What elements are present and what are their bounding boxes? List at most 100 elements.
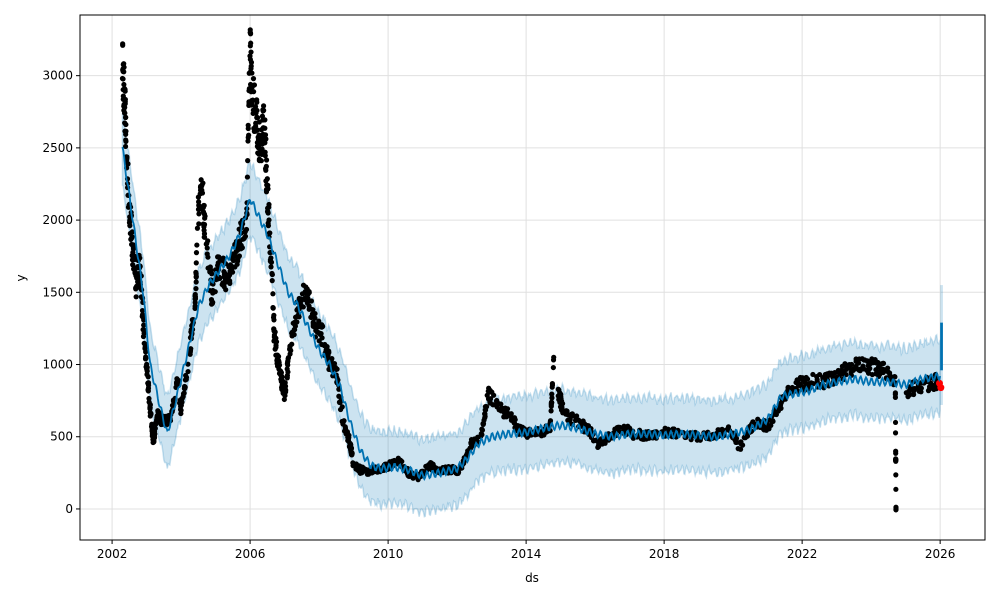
observed-point xyxy=(306,303,312,309)
observed-point xyxy=(846,361,852,368)
x-tick-label: 2002 xyxy=(97,547,128,561)
x-tick-label: 2026 xyxy=(925,547,956,561)
observed-point xyxy=(237,237,243,244)
observed-point xyxy=(266,230,273,236)
observed-point xyxy=(264,208,271,215)
observed-point xyxy=(354,466,360,472)
observed-point xyxy=(292,323,299,329)
observed-point xyxy=(313,327,319,334)
observed-point xyxy=(892,391,898,397)
observed-point xyxy=(334,366,340,372)
observed-point xyxy=(810,381,816,387)
observed-point xyxy=(121,61,127,67)
observed-point xyxy=(130,244,137,251)
observed-point xyxy=(129,235,135,241)
observed-point xyxy=(348,445,354,451)
observed-point xyxy=(294,319,300,325)
observed-point xyxy=(893,450,899,456)
observed-point xyxy=(820,375,826,381)
observed-point xyxy=(612,426,618,432)
observed-point xyxy=(262,125,268,131)
observed-point xyxy=(797,374,804,381)
observed-point xyxy=(797,381,804,387)
observed-point xyxy=(248,63,254,69)
observed-point xyxy=(282,380,288,386)
observed-point xyxy=(769,418,775,424)
observed-point xyxy=(625,425,632,432)
observed-point xyxy=(733,437,739,443)
observed-point xyxy=(865,370,872,376)
observed-point xyxy=(151,433,157,439)
observed-point xyxy=(853,366,860,372)
observed-point xyxy=(428,460,434,466)
observed-point xyxy=(123,138,129,145)
observed-point xyxy=(269,271,275,278)
observed-point xyxy=(270,314,277,321)
observed-point xyxy=(567,416,573,423)
observed-point xyxy=(187,351,193,357)
observed-point xyxy=(121,81,127,88)
observed-point xyxy=(768,422,774,429)
forecast-line xyxy=(121,146,943,481)
observed-point xyxy=(266,217,272,223)
observed-point xyxy=(194,242,200,248)
observed-point xyxy=(170,397,177,403)
observed-point xyxy=(220,258,226,264)
observed-point xyxy=(261,107,267,113)
observed-point xyxy=(127,217,133,224)
observed-point xyxy=(478,431,484,437)
observed-point xyxy=(187,347,194,353)
observed-point xyxy=(205,238,211,244)
observed-point xyxy=(853,356,859,362)
observed-point xyxy=(245,138,251,144)
observed-point xyxy=(268,264,274,270)
observed-point xyxy=(181,390,187,396)
observed-point xyxy=(133,294,139,300)
observed-point xyxy=(164,420,170,426)
observed-point xyxy=(272,338,279,345)
observed-point xyxy=(196,202,202,208)
plot-frame xyxy=(79,14,986,541)
observed-point xyxy=(139,307,146,314)
observed-point xyxy=(324,346,330,352)
observed-point xyxy=(196,221,202,227)
observed-point xyxy=(559,404,565,410)
observed-point xyxy=(502,414,508,420)
observed-point xyxy=(254,107,260,114)
observed-point xyxy=(486,385,492,391)
observed-point xyxy=(155,408,161,414)
observed-point xyxy=(210,299,216,305)
observed-point xyxy=(272,329,278,335)
observed-point xyxy=(185,368,191,375)
observed-point xyxy=(473,437,479,443)
observed-point xyxy=(209,271,215,277)
observed-point xyxy=(925,388,932,394)
observed-point xyxy=(263,157,270,163)
observed-point xyxy=(258,158,264,164)
observed-point xyxy=(259,113,266,119)
observed-point xyxy=(244,174,251,180)
observed-point xyxy=(192,305,198,312)
observed-point xyxy=(145,388,151,394)
observed-point xyxy=(496,407,502,413)
observed-point xyxy=(120,41,126,47)
observed-point xyxy=(511,415,518,421)
observed-point xyxy=(182,377,189,383)
x-axis-label: ds xyxy=(525,571,539,585)
observed-point xyxy=(299,304,305,310)
observed-point xyxy=(276,358,282,364)
observed-point xyxy=(199,190,206,196)
observed-point xyxy=(193,250,200,256)
uncertainty-interval xyxy=(121,109,943,518)
observed-point xyxy=(241,235,247,241)
observed-point xyxy=(299,296,305,303)
x-tick-label: 2018 xyxy=(649,547,680,561)
observed-point xyxy=(249,84,255,90)
y-axis-ticks: 0 500 1000 1500 2000 2500 3000 xyxy=(42,69,80,516)
observed-point xyxy=(565,412,571,418)
observed-point xyxy=(143,355,149,361)
observed-point xyxy=(175,377,182,384)
observed-point xyxy=(204,251,210,257)
y-tick-label: 3000 xyxy=(42,69,73,83)
observed-point xyxy=(671,426,677,432)
